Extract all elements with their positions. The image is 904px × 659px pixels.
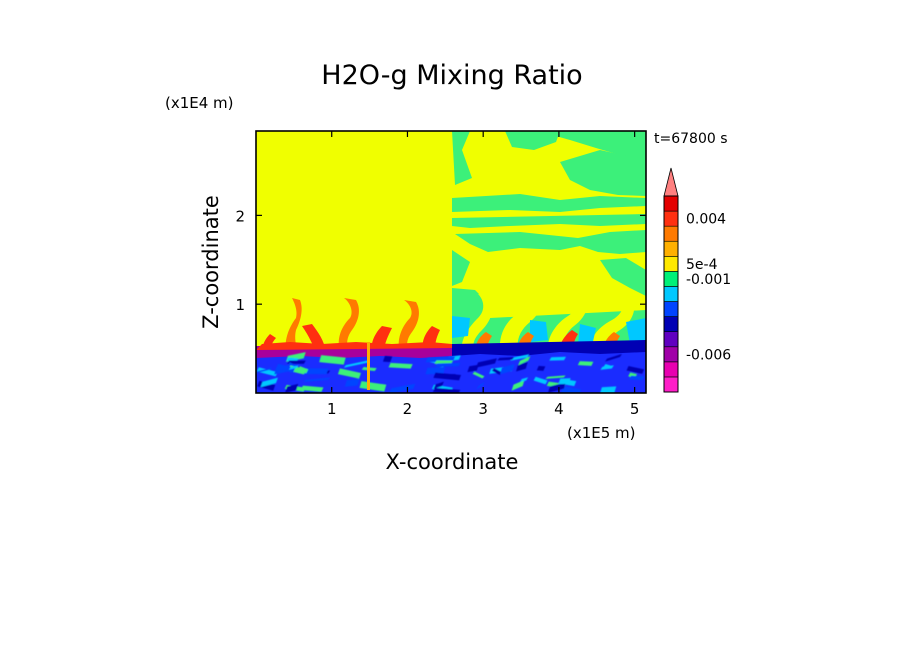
colorbar-swatch (663, 225, 679, 242)
y-axis-label: Z-coordinate (199, 195, 223, 329)
boundary-streak (319, 355, 346, 365)
x-tick-label: 5 (630, 400, 640, 418)
x-tick-label: 4 (554, 400, 564, 418)
x-tick-label: 3 (478, 400, 488, 418)
boundary-streak (511, 379, 525, 391)
boundary-streak (433, 381, 444, 389)
boundary-streak (497, 357, 515, 361)
boundary-streak (257, 380, 276, 391)
boundary-streak (256, 367, 278, 377)
boundary-streak (382, 355, 393, 363)
boundary-streak (577, 361, 594, 366)
boundary-streak (558, 378, 571, 385)
boundary-streak (467, 364, 479, 373)
boundary-streak (432, 387, 461, 393)
boundary-streak (533, 376, 548, 385)
colorbar-swatch (663, 346, 679, 363)
colorbar-swatch (663, 331, 679, 348)
boundary-streak (545, 375, 566, 379)
boundary-streak (548, 382, 566, 393)
boundary-streak (435, 362, 461, 367)
boundary-streak (472, 371, 485, 379)
boundary-streak (359, 381, 387, 392)
boundary-streak (303, 377, 331, 382)
boundary-streak (337, 368, 362, 379)
boundary-streak (389, 383, 416, 393)
boundary-streak (344, 379, 360, 387)
vertical-feature (367, 342, 370, 390)
boundary-streak (276, 363, 296, 373)
cyan-pockets (452, 316, 646, 346)
colorbar-swatch (663, 316, 679, 332)
boundary-layer-streaks (256, 352, 645, 393)
boundary-streak (605, 353, 622, 362)
boundary-streak (297, 366, 309, 374)
boundary-streak (626, 366, 645, 374)
boundary-streak (260, 377, 278, 388)
moist-patches-upper-right (452, 131, 646, 352)
plume-lobes (461, 280, 635, 352)
boundary-layer-top-band (256, 340, 646, 358)
y-tick-label: 1 (235, 296, 245, 314)
field-layer (256, 131, 646, 393)
boundary-streak (536, 365, 546, 371)
colorbar-swatch (663, 195, 679, 212)
colorbar-swatch (663, 240, 679, 257)
boundary-streak (549, 356, 567, 361)
plume-heads (262, 298, 620, 352)
boundary-streak (600, 386, 617, 393)
boundary-streak (517, 355, 531, 366)
colorbar-swatch (663, 376, 679, 393)
boundary-streak (476, 381, 485, 390)
boundary-streak (561, 386, 582, 393)
colorbar-swatch (663, 210, 679, 227)
colorbar-swatch (663, 256, 679, 272)
x-tick-label: 2 (403, 400, 413, 418)
boundary-streak (434, 360, 454, 365)
x-axis-ticks: 1 2 3 4 5 (327, 131, 639, 418)
boundary-streak (600, 365, 614, 370)
boundary-streak (516, 361, 528, 372)
colorbar-extension-triangle (663, 167, 679, 197)
boundary-streak (629, 375, 645, 381)
y-tick-label: 2 (235, 207, 245, 225)
y-multiplier-label: (x1E4 m) (165, 94, 234, 112)
boundary-streak (476, 358, 497, 368)
boundary-streak (433, 372, 462, 381)
boundary-streak (285, 383, 299, 393)
colorbar-label: -0.001 (686, 272, 731, 288)
colorbar-swatch (663, 286, 679, 302)
boundary-streak (287, 360, 306, 364)
boundary-streak (300, 385, 324, 392)
plot-frame (255, 130, 647, 394)
x-axis-label: X-coordinate (386, 450, 519, 474)
colorbar-label: 5e-4 (686, 257, 718, 273)
boundary-streak (510, 354, 530, 361)
boundary-streak (288, 365, 299, 370)
boundary-streak (302, 368, 329, 375)
boundary-streak (343, 360, 370, 368)
boundary-streak (256, 367, 273, 374)
boundary-streak (425, 367, 446, 375)
x-tick-label: 1 (327, 400, 337, 418)
colorbar-swatch (663, 361, 679, 378)
colorbar-label: -0.006 (686, 347, 731, 363)
boundary-streak (388, 362, 413, 369)
colorbar-swatch (663, 271, 679, 287)
boundary-streak (491, 368, 502, 375)
y-axis-ticks: 12 (235, 207, 646, 314)
colorbar-frame (663, 195, 679, 393)
colorbar-swatch (663, 301, 679, 317)
x-multiplier-label: (x1E5 m) (567, 424, 636, 442)
chart-title: H2O-g Mixing Ratio (321, 60, 582, 91)
boundary-streak (499, 364, 515, 375)
boundary-streak (519, 377, 529, 383)
colorbar-label: 0.004 (686, 212, 726, 228)
timestamp-label: t=67800 s (654, 131, 728, 147)
